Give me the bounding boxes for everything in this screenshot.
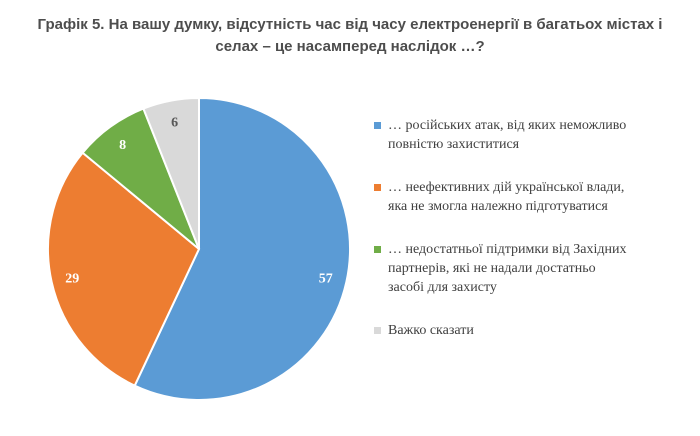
legend-label-line: … російських атак, від яких неможливо (388, 118, 627, 133)
legend-item-4: Важко сказати (374, 321, 694, 340)
legend-label-line: … недостатньої підтримки від Західних (388, 242, 627, 257)
legend-label-line: Важко сказати (388, 323, 474, 338)
pie-slice-value-label: 57 (319, 271, 333, 286)
legend-label-line: засобі для захисту (388, 280, 497, 295)
pie-slice-value-label: 8 (119, 138, 126, 153)
pie-slice-2 (47, 151, 201, 387)
legend-swatch (374, 327, 381, 334)
legend-swatch (374, 184, 381, 191)
pie-slice-1 (133, 96, 351, 401)
chart-title-line-2: селах – це насамперед наслідок …? (215, 38, 485, 55)
legend-label: Важко сказати (388, 321, 694, 340)
legend-label-line: … неефективних дій української влади, (388, 180, 625, 195)
legend-item-3: … недостатньої підтримки від Західних пар… (374, 240, 694, 297)
chart-title-line-1: Графік 5. На вашу думку, відсутність час… (37, 16, 663, 33)
chart-legend: … російських атак, від яких неможливо пов… (374, 116, 694, 364)
legend-item-2: … неефективних дій української влади, яка… (374, 178, 694, 216)
legend-label: … російських атак, від яких неможливо пов… (388, 116, 694, 154)
pie-slice-value-label: 6 (171, 115, 178, 130)
chart-title: Графік 5. На вашу думку, відсутність час… (20, 14, 680, 58)
legend-label: … недостатньої підтримки від Західних пар… (388, 240, 694, 297)
legend-item-1: … російських атак, від яких неможливо пов… (374, 116, 694, 154)
legend-swatch (374, 122, 381, 129)
pie-slice-4 (142, 96, 200, 250)
legend-swatch (374, 246, 381, 253)
pie-slice-value-label: 29 (65, 271, 79, 286)
legend-label-line: партнерів, які не надали достатньо (388, 261, 596, 276)
legend-label-line: повністю захиститися (388, 137, 520, 152)
legend-label-line: яка не змогла належно підготуватися (388, 199, 608, 214)
legend-label: … неефективних дій української влади, яка… (388, 178, 694, 216)
